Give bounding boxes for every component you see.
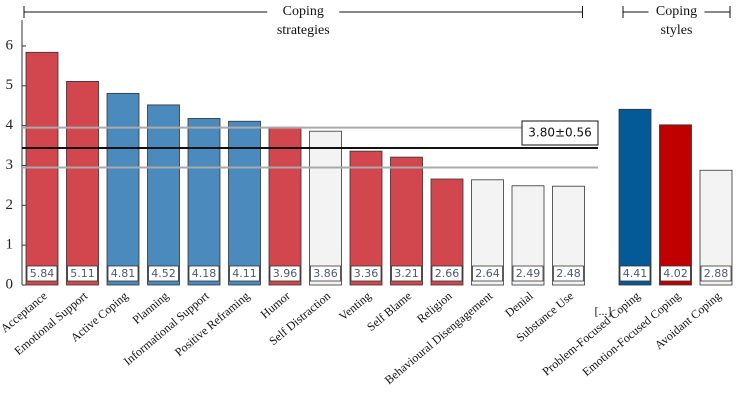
value-label: 4.41 xyxy=(623,267,648,280)
value-label-box xyxy=(269,265,301,282)
value-label-box xyxy=(431,265,463,282)
value-label-box xyxy=(148,265,179,282)
bar xyxy=(106,92,140,286)
group-label: strategies xyxy=(277,23,330,38)
x-tick-label: Positive Reframing xyxy=(172,289,252,360)
bar xyxy=(349,150,383,286)
x-tick-label: Humor xyxy=(258,289,293,322)
y-tick-label: 2 xyxy=(6,197,14,213)
value-label: 2.64 xyxy=(475,267,500,280)
value-label: 2.88 xyxy=(704,267,729,280)
value-label-box xyxy=(660,265,691,282)
group-label: Coping xyxy=(656,4,697,19)
bar xyxy=(659,124,692,286)
bar xyxy=(228,120,261,286)
value-label-box xyxy=(553,265,584,282)
value-label-box xyxy=(472,265,503,282)
bar xyxy=(309,130,342,286)
y-tick-label: 4 xyxy=(6,117,14,133)
value-label-box xyxy=(619,265,651,282)
value-label-box xyxy=(310,265,341,282)
bar xyxy=(187,118,221,286)
value-label: 2.66 xyxy=(435,267,460,280)
value-label-box xyxy=(391,265,422,282)
bar xyxy=(618,108,652,286)
value-label: 4.52 xyxy=(151,267,176,280)
value-label: 4.81 xyxy=(111,267,136,280)
value-label-box xyxy=(350,265,382,282)
y-tick-label: 6 xyxy=(6,37,14,53)
value-label-box xyxy=(229,265,260,282)
value-label-box xyxy=(107,265,139,282)
bar xyxy=(25,51,59,286)
y-tick-label: 0 xyxy=(6,276,14,292)
bar xyxy=(268,126,302,286)
y-tick-label: 3 xyxy=(6,157,14,173)
value-label: 2.49 xyxy=(516,267,541,280)
value-label: 3.36 xyxy=(354,267,379,280)
group-label: Coping xyxy=(283,4,324,19)
value-label: 3.21 xyxy=(394,267,419,280)
value-label: 5.84 xyxy=(30,267,55,280)
bar xyxy=(390,156,423,286)
x-tick-label: Emotional Support xyxy=(11,288,90,358)
x-tick-label: [...] xyxy=(595,304,612,318)
group-label: styles xyxy=(661,23,693,38)
value-label: 3.86 xyxy=(313,267,338,280)
value-label-box xyxy=(26,265,58,282)
x-tick-label: Venting xyxy=(336,289,374,324)
mean-label: 3.80±0.56 xyxy=(528,126,592,140)
value-label: 4.11 xyxy=(232,267,257,280)
value-label: 3.96 xyxy=(273,267,298,280)
value-label: 4.02 xyxy=(663,267,688,280)
mean-label-box xyxy=(521,120,599,146)
value-label-box xyxy=(700,265,732,282)
value-label: 4.18 xyxy=(192,267,217,280)
x-tick-label: Denial xyxy=(502,288,536,320)
value-label: 2.48 xyxy=(556,267,581,280)
y-tick-label: 5 xyxy=(6,77,14,93)
bar xyxy=(147,104,180,286)
bar xyxy=(66,80,99,286)
value-label-box xyxy=(188,265,220,282)
x-tick-label: Self Blame xyxy=(364,289,414,334)
y-tick-label: 1 xyxy=(6,237,14,253)
value-label: 5.11 xyxy=(70,267,95,280)
value-label-box xyxy=(67,265,98,282)
value-label-box xyxy=(512,265,544,282)
